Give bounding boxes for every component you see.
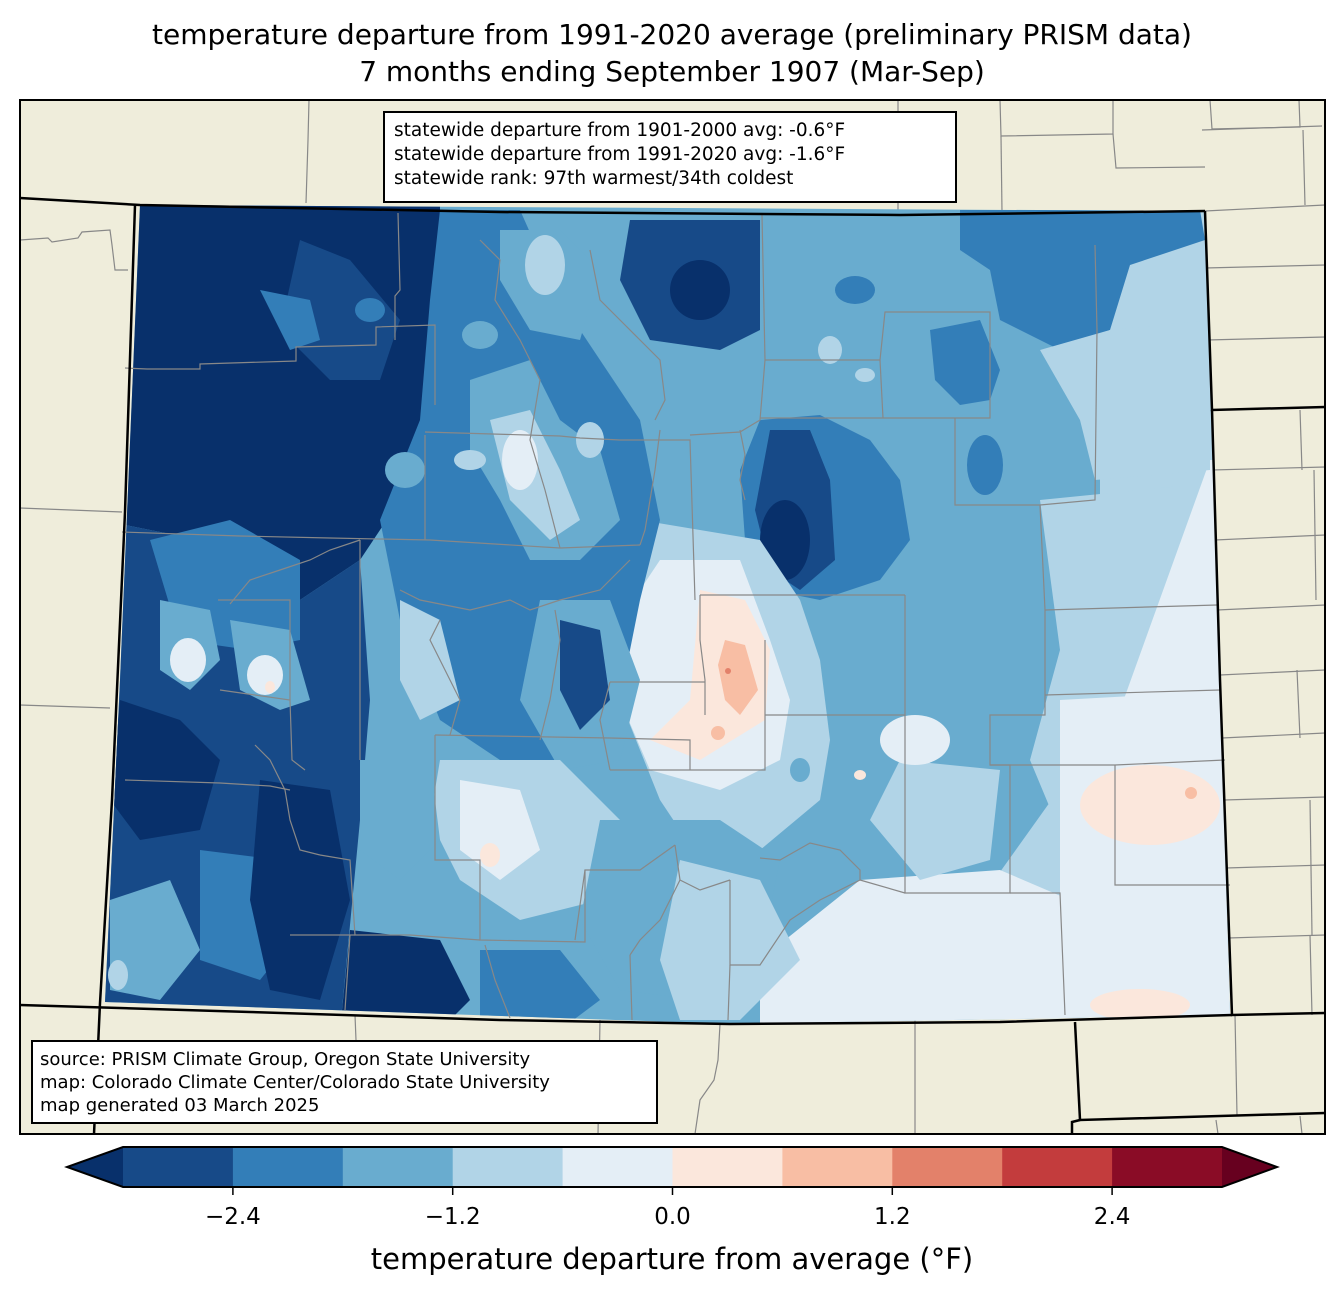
colorbar-tick-label: −2.4 (204, 1204, 261, 1230)
colorbar-bin (452, 1147, 564, 1187)
colorbar (64, 1146, 1280, 1195)
colorbar-under-arrow (67, 1147, 123, 1187)
colorbar-bin (562, 1147, 673, 1187)
stats-line-1901-2000: statewide departure from 1901-2000 avg: … (394, 120, 846, 141)
colorbar-tick-label: 2.4 (1093, 1204, 1131, 1230)
colorbar-bin (1112, 1147, 1223, 1187)
map-subtitle: 7 months ending September 1907 (Mar-Sep) (359, 55, 985, 88)
source-box: source: PRISM Climate Group, Oregon Stat… (31, 1040, 658, 1124)
colorbar-tick-label: 1.2 (874, 1204, 911, 1230)
stats-line-1991-2020: statewide departure from 1991-2020 avg: … (394, 144, 846, 165)
map-title: temperature departure from 1991-2020 ave… (152, 18, 1192, 51)
colorado-county-lines (121, 212, 1230, 1021)
colorbar-bin (123, 1147, 234, 1187)
colorbar-bin (232, 1147, 344, 1187)
source-line: source: PRISM Climate Group, Oregon Stat… (40, 1049, 531, 1070)
generated-date-line: map generated 03 March 2025 (40, 1095, 320, 1116)
colorbar-bin (672, 1147, 783, 1187)
stats-line-rank: statewide rank: 97th warmest/34th coldes… (394, 168, 794, 189)
colorbar-bin (892, 1147, 1003, 1187)
colorbar-tick-label: −1.2 (424, 1204, 481, 1230)
colorbar-bin (782, 1147, 893, 1187)
map-frame (19, 99, 1326, 1135)
colorbar-label: temperature departure from average (°F) (370, 1242, 974, 1276)
colorbar-bin (342, 1147, 454, 1187)
colorado-departure-field (105, 205, 1230, 1024)
colorbar-over-arrow (1222, 1147, 1277, 1187)
colorbar-outline (64, 1146, 1280, 1188)
map-credit-line: map: Colorado Climate Center/Colorado St… (40, 1072, 550, 1093)
colorbar-bin (1002, 1147, 1113, 1187)
statewide-stats-box: statewide departure from 1901-2000 avg: … (383, 111, 957, 203)
colorbar-tick-label: 0.0 (654, 1204, 691, 1230)
